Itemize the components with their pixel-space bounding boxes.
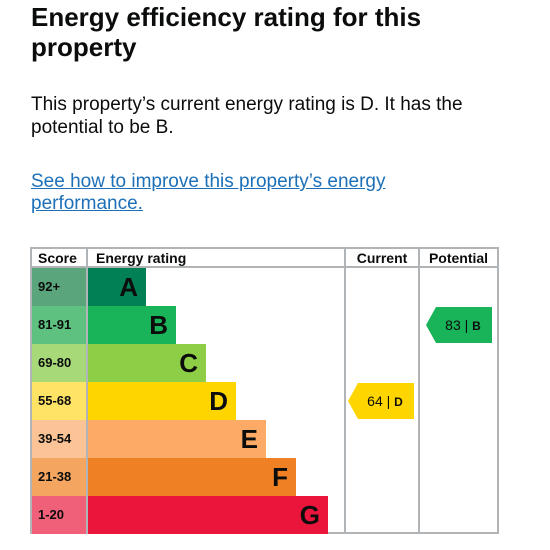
band-bar-b: B (88, 306, 176, 344)
band-score-b: 81-91 (32, 306, 86, 344)
column-divider (418, 249, 420, 532)
score-header: Score (32, 249, 86, 268)
potential-header: Potential (420, 249, 497, 268)
potential-letter: B (472, 319, 481, 333)
band-score-c: 69-80 (32, 344, 86, 382)
current-rating-text: 64 | D (348, 383, 414, 419)
current-letter: D (394, 395, 403, 409)
current-score: 64 (367, 393, 383, 409)
band-score-d: 55-68 (32, 382, 86, 420)
column-divider (344, 249, 346, 532)
potential-rating-text: 83 | B (426, 307, 492, 343)
potential-arrow-shape (426, 307, 492, 343)
column-divider (86, 249, 88, 532)
epc-rating-table: Score Energy rating Current Potential 92… (30, 247, 499, 534)
band-score-f: 21-38 (32, 458, 86, 496)
potential-score: 83 (445, 317, 461, 333)
current-header: Current (346, 249, 418, 268)
potential-rating-indicator: 83 | B (426, 307, 492, 343)
band-score-a: 92+ (32, 268, 86, 306)
energy-rating-header: Energy rating (88, 249, 344, 268)
current-arrow-shape (348, 383, 414, 419)
band-score-g: 1-20 (32, 496, 86, 534)
current-rating-indicator: 64 | D (348, 383, 414, 419)
page-title: Energy efficiency rating for this proper… (31, 2, 422, 62)
band-bar-e: E (88, 420, 266, 458)
band-bar-c: C (88, 344, 206, 382)
band-bar-f: F (88, 458, 296, 496)
improve-energy-link[interactable]: See how to improve this property’s energ… (31, 171, 386, 214)
band-bar-g: G (88, 496, 328, 534)
potential-separator: | (464, 317, 469, 333)
rating-summary: This property’s current energy rating is… (31, 94, 463, 138)
band-score-e: 39-54 (32, 420, 86, 458)
current-separator: | (386, 393, 391, 409)
band-bar-d: D (88, 382, 236, 420)
band-bar-a: A (88, 268, 146, 306)
